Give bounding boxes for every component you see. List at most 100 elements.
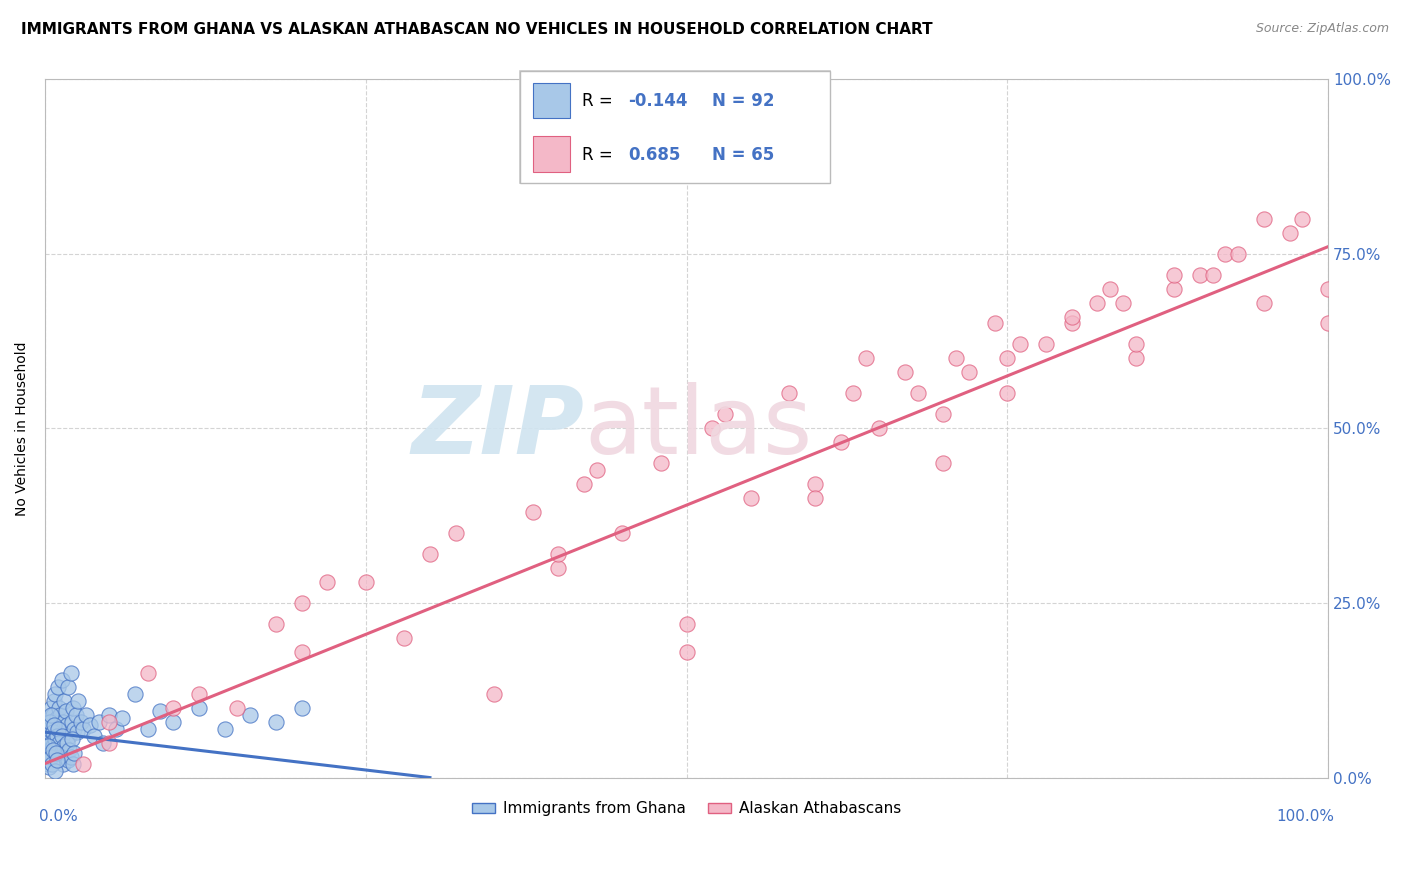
Point (44, 764, 66, 778)
FancyBboxPatch shape (520, 71, 830, 183)
Y-axis label: No Vehicles in Household: No Vehicles in Household (15, 341, 30, 516)
Point (98, 714, 121, 729)
Point (79, 718, 101, 732)
Point (53, 742, 76, 756)
Point (1215, 246, 1237, 260)
Point (855, 351, 877, 366)
Point (83, 729, 105, 743)
Text: IMMIGRANTS FROM GHANA VS ALASKAN ATHABASCAN NO VEHICLES IN HOUSEHOLD CORRELATION: IMMIGRANTS FROM GHANA VS ALASKAN ATHABAS… (21, 22, 932, 37)
Point (1317, 317, 1340, 331)
Point (1253, 211, 1275, 226)
Point (58, 729, 80, 743)
Point (354, 574, 377, 589)
Point (49, 749, 72, 764)
Point (162, 700, 184, 714)
Point (62, 700, 84, 714)
Point (59, 749, 82, 764)
Point (45, 711, 67, 725)
Point (1112, 295, 1135, 310)
Point (51, 673, 73, 687)
Point (868, 421, 890, 435)
Point (1060, 317, 1083, 331)
Point (56, 718, 79, 732)
Point (804, 491, 827, 505)
Point (893, 365, 915, 379)
Point (52, 756, 75, 771)
Point (482, 687, 505, 701)
Point (35, 749, 58, 764)
Text: 0.685: 0.685 (628, 146, 681, 164)
Point (983, 317, 1005, 331)
Point (44, 687, 66, 701)
Point (214, 722, 236, 736)
Point (1125, 351, 1147, 366)
Point (46, 680, 69, 694)
Point (740, 491, 762, 505)
Point (957, 365, 980, 379)
Point (136, 722, 159, 736)
Text: R =: R = (582, 93, 619, 111)
Point (804, 477, 827, 491)
Point (37, 729, 59, 743)
Point (72, 756, 94, 771)
Point (1163, 281, 1185, 295)
Point (38, 760, 60, 774)
Point (650, 456, 672, 470)
Point (1188, 268, 1211, 282)
Text: 100.0%: 100.0% (1277, 809, 1334, 824)
Point (612, 526, 634, 541)
Point (419, 547, 441, 561)
Point (136, 665, 159, 680)
Text: 0.0%: 0.0% (38, 809, 77, 824)
Point (291, 700, 314, 714)
Point (41, 756, 63, 771)
Point (44, 742, 66, 756)
Point (1163, 268, 1185, 282)
Point (45, 746, 67, 760)
Point (239, 707, 262, 722)
Point (188, 687, 211, 701)
Point (38, 742, 60, 756)
Point (42, 694, 65, 708)
Point (1291, 211, 1313, 226)
Point (37, 739, 59, 753)
Point (59, 665, 82, 680)
Point (41, 707, 63, 722)
Point (1278, 226, 1301, 240)
Point (1125, 337, 1147, 351)
Point (45, 746, 67, 760)
Point (48, 742, 70, 756)
Point (39, 746, 62, 760)
Point (70, 714, 93, 729)
Text: Source: ZipAtlas.com: Source: ZipAtlas.com (1256, 22, 1389, 36)
Point (41, 729, 63, 743)
Point (41, 739, 63, 753)
Point (1227, 246, 1250, 260)
Point (842, 386, 865, 401)
Point (1098, 281, 1121, 295)
Point (444, 526, 467, 541)
Point (35, 736, 58, 750)
Point (778, 386, 800, 401)
Point (55, 704, 77, 718)
Point (522, 505, 544, 519)
Point (98, 736, 121, 750)
Point (67, 694, 90, 708)
Text: N = 65: N = 65 (711, 146, 775, 164)
Point (38, 722, 60, 736)
FancyBboxPatch shape (533, 136, 569, 171)
Point (394, 631, 416, 645)
Point (46, 722, 69, 736)
Point (52, 714, 75, 729)
Point (547, 561, 569, 575)
Point (72, 722, 94, 736)
Point (75, 707, 97, 722)
Point (41, 700, 63, 714)
Point (49, 707, 72, 722)
Point (58, 742, 80, 756)
Point (37, 756, 59, 771)
Point (830, 435, 852, 450)
Text: -0.144: -0.144 (628, 93, 688, 111)
Point (291, 645, 314, 659)
Point (60, 732, 83, 747)
